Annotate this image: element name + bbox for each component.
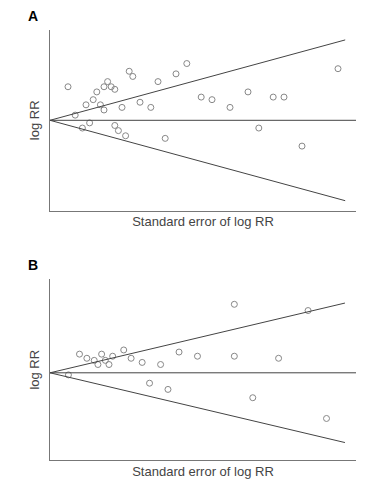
svg-text:Standard error of log RR: Standard error of log RR	[132, 214, 274, 229]
svg-text:log RR: log RR	[27, 100, 42, 140]
svg-text:A: A	[28, 8, 38, 24]
svg-text:log RR: log RR	[27, 350, 42, 390]
svg-text:B: B	[28, 257, 38, 273]
svg-text:Standard error of log RR: Standard error of log RR	[132, 464, 274, 479]
